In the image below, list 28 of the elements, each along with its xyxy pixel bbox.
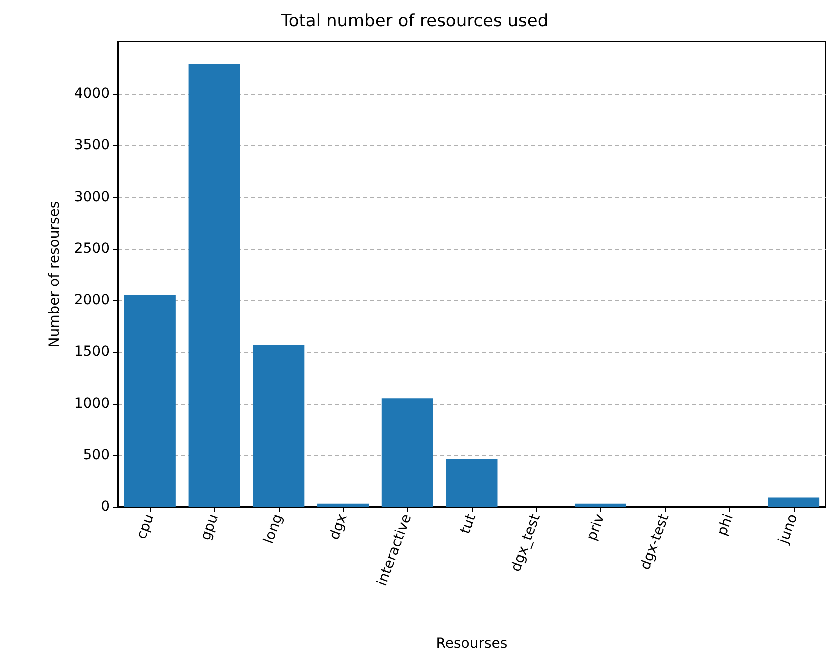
y-tick-label: 2000 [74,292,110,309]
bar [768,498,820,507]
x-tick-label: dgx [326,512,351,542]
y-tick-label: 500 [83,447,110,464]
bar [574,504,626,507]
y-axis-title: Number of resourses [47,201,63,348]
x-tick-label: phi [714,512,737,538]
y-tick-label: 1000 [74,396,110,412]
y-tick-label: 2500 [74,240,110,257]
x-tick-label: cpu [134,512,158,542]
x-tick-label: long [261,512,286,546]
y-tick-label: 0 [101,499,110,515]
y-tick-label: 3000 [74,189,110,206]
y-tick-label: 1500 [74,344,110,360]
bar [188,64,240,507]
chart-title: Total number of resources used [280,12,549,32]
x-tick-label: tut [458,512,480,536]
bar [124,295,176,507]
y-tick-label: 3500 [74,138,110,154]
x-tick-label: priv [584,512,608,543]
x-axis-title: Resourses [436,636,508,652]
bar [253,344,305,507]
x-tick-label: juno [776,512,802,548]
bar [318,504,370,507]
bar [446,460,498,507]
bar [382,398,434,507]
x-tick-label: gpu [198,512,222,543]
y-tick-label: 4000 [74,86,110,102]
